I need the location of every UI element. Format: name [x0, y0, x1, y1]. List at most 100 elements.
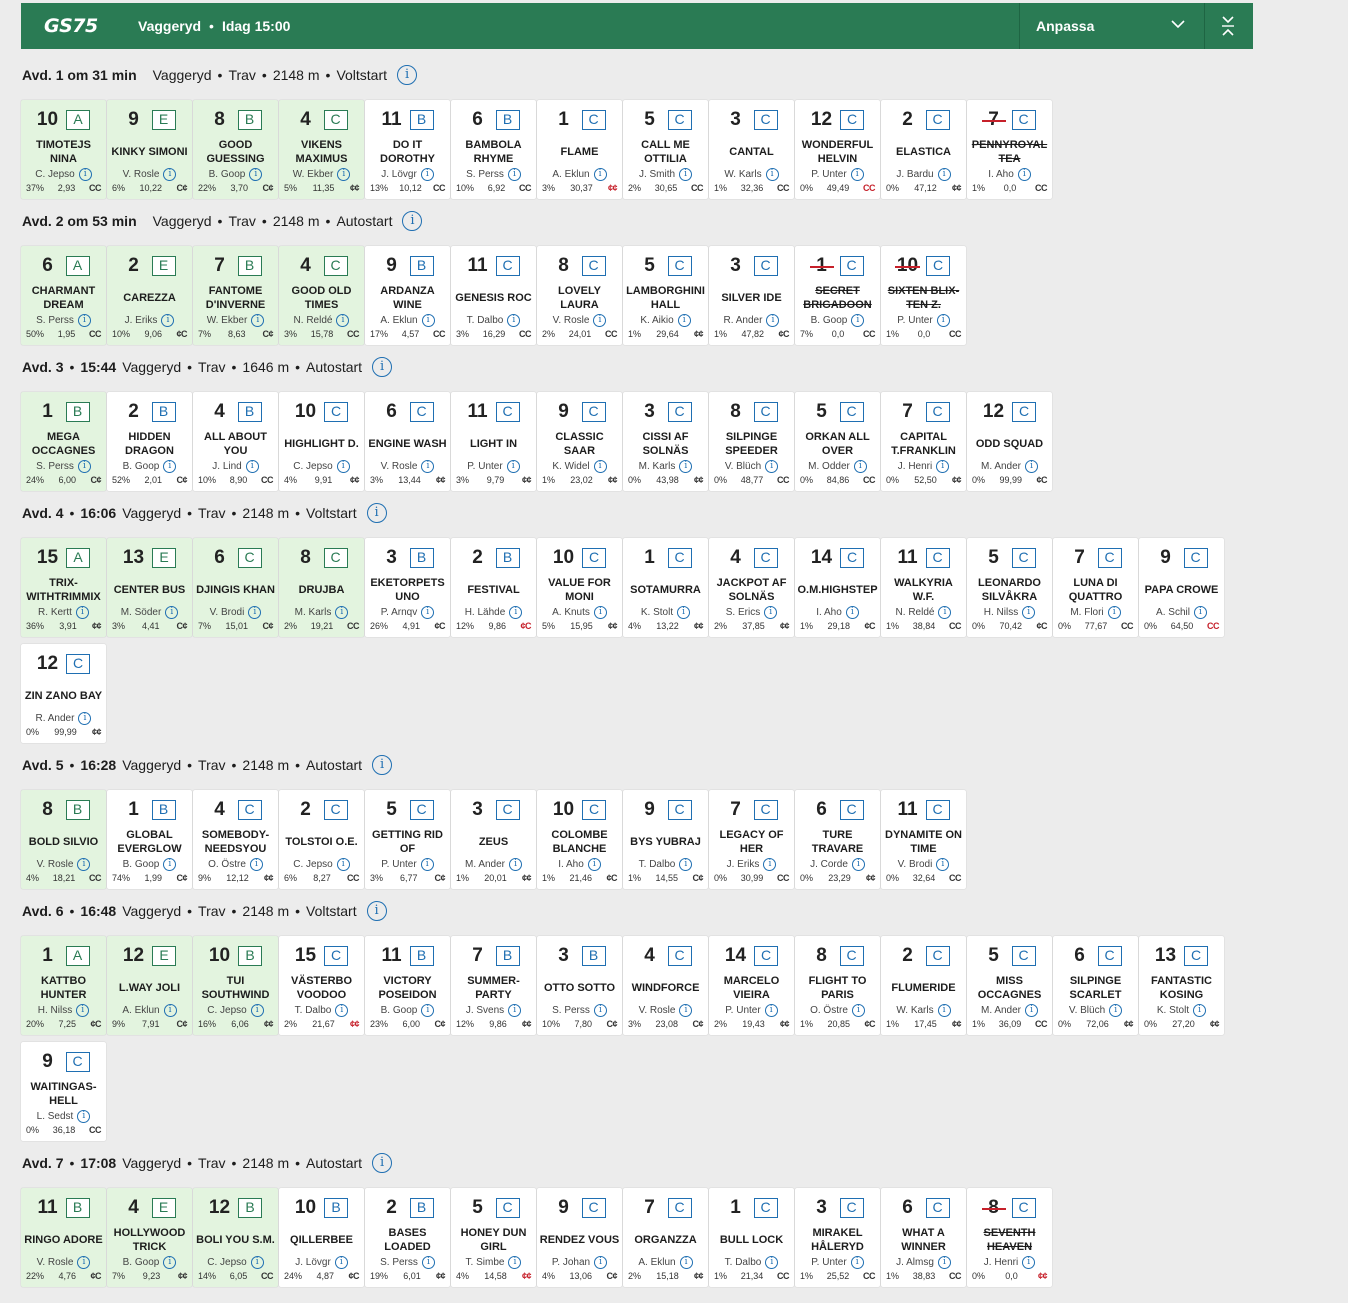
info-icon[interactable]: i — [251, 313, 265, 327]
horse-card[interactable]: 7 C ORGANZZA A. Eklun i 2% 15,18 ¢¢ — [623, 1188, 708, 1287]
info-icon[interactable]: i — [249, 857, 263, 871]
info-icon[interactable]: i — [1022, 1255, 1036, 1269]
info-icon[interactable]: i — [509, 857, 523, 871]
horse-card[interactable]: 6 A CHARMANT DREAM S. Perss i 50% 1,95 CC — [21, 246, 106, 345]
info-icon[interactable]: i — [593, 1003, 607, 1017]
horse-card[interactable]: 2 C TOLSTOI O.E. C. Jepso i 6% 8,27 CC — [279, 790, 364, 889]
info-icon[interactable]: i — [420, 167, 434, 181]
info-icon[interactable]: i — [677, 313, 691, 327]
horse-card[interactable]: 8 C FLIGHT TO PARIS O. Östre i 1% 20,85 ¢C — [795, 936, 880, 1035]
horse-card[interactable]: 11 B VICTORY POSEIDON B. Goop i 23% 6,00 C¢ — [365, 936, 450, 1035]
horse-card[interactable]: 7 C LEGACY OF HER J. Eriks i 0% 30,99 CC — [709, 790, 794, 889]
horse-card[interactable]: 3 B OTTO SOTTO S. Perss i 10% 7,80 C¢ — [537, 936, 622, 1035]
horse-card[interactable]: 1 C BULL LOCK T. Dalbo i 1% 21,34 CC — [709, 1188, 794, 1287]
horse-card[interactable]: 10 C VALUE FOR MONI A. Knuts i 5% 15,95 ¢¢ — [537, 538, 622, 637]
info-icon[interactable]: i — [75, 605, 89, 619]
info-icon[interactable]: i — [420, 857, 434, 871]
horse-card[interactable]: 4 C GOOD OLD TIMES N. Reldé i 3% 15,78 CC — [279, 246, 364, 345]
horse-card[interactable]: 11 B RINGO ADORE V. Rosle i 22% 4,76 ¢C — [21, 1188, 106, 1287]
horse-card[interactable]: 4 C JACKPOT AF SOLNÄS S. Erics i 2% 37,85 ¢¢ — [709, 538, 794, 637]
info-icon[interactable]: i — [845, 605, 859, 619]
horse-card[interactable]: 7 B SUMMER-PARTY J. Svens i 12% 9,86 ¢¢ — [451, 936, 536, 1035]
horse-card[interactable]: 9 B ARDANZA WINE A. Eklun i 17% 4,57 CC — [365, 246, 450, 345]
horse-card[interactable]: 1 C SECRET BRIGADOON B. Goop i 7% 0,0 CC — [795, 246, 880, 345]
info-icon[interactable]: i — [77, 1255, 91, 1269]
info-icon[interactable]: i — [163, 167, 177, 181]
horse-card[interactable]: 5 C LEONARDO SILVÅKRA H. Nilss i 0% 70,42 ¢C — [967, 538, 1052, 637]
info-icon[interactable]: i — [936, 459, 950, 473]
horse-card[interactable]: 6 C DJINGIS KHAN V. Brodi i 7% 15,01 C¢ — [193, 538, 278, 637]
horse-card[interactable]: 12 C ODD SQUAD M. Ander i 0% 99,99 ¢C — [967, 392, 1052, 491]
info-icon[interactable]: i — [509, 605, 523, 619]
horse-card[interactable]: 9 C CLASSIC SAAR K. Widel i 1% 23,02 ¢¢ — [537, 392, 622, 491]
horse-card[interactable]: 9 C BYS YUBRAJ T. Dalbo i 1% 14,55 C¢ — [623, 790, 708, 889]
horse-card[interactable]: 2 E CAREZZA J. Eriks i 10% 9,06 ¢C — [107, 246, 192, 345]
info-icon[interactable]: i — [938, 605, 952, 619]
horse-card[interactable]: 11 C GENESIS ROC T. Dalbo i 3% 16,29 CC — [451, 246, 536, 345]
info-icon[interactable]: i — [421, 1003, 435, 1017]
horse-card[interactable]: 6 B BAMBOLA RHYME S. Perss i 10% 6,92 CC — [451, 100, 536, 199]
info-icon[interactable]: i — [508, 1255, 522, 1269]
info-icon[interactable]: i — [764, 1003, 778, 1017]
info-icon[interactable]: i — [366, 503, 387, 523]
info-icon[interactable]: i — [336, 857, 350, 871]
info-icon[interactable]: i — [1025, 1003, 1039, 1017]
horse-card[interactable]: 11 C LIGHT IN P. Unter i 3% 9,79 ¢¢ — [451, 392, 536, 491]
horse-card[interactable]: 3 C ZEUS M. Ander i 1% 20,01 ¢¢ — [451, 790, 536, 889]
horse-card[interactable]: 9 C WAITINGAS-HELL L. Sedst i 0% 36,18 CC — [21, 1042, 106, 1141]
info-icon[interactable]: i — [593, 313, 607, 327]
info-icon[interactable]: i — [336, 313, 350, 327]
info-icon[interactable]: i — [165, 605, 179, 619]
horse-card[interactable]: 12 E L.WAY JOLI A. Eklun i 9% 7,91 C¢ — [107, 936, 192, 1035]
horse-card[interactable]: 3 B EKETORPETS UNO P. Arnqv i 26% 4,91 ¢C — [365, 538, 450, 637]
horse-card[interactable]: 13 E CENTER BUS M. Söder i 3% 4,41 C¢ — [107, 538, 192, 637]
info-icon[interactable]: i — [336, 459, 350, 473]
info-icon[interactable]: i — [366, 901, 387, 921]
horse-card[interactable]: 8 B GOOD GUESSING B. Goop i 22% 3,70 C¢ — [193, 100, 278, 199]
info-icon[interactable]: i — [594, 1255, 608, 1269]
info-icon[interactable]: i — [337, 167, 351, 181]
horse-card[interactable]: 14 C MARCELO VIEIRA P. Unter i 2% 19,43 ¢¢ — [709, 936, 794, 1035]
horse-card[interactable]: 2 B HIDDEN DRAGON B. Goop i 52% 2,01 C¢ — [107, 392, 192, 491]
horse-card[interactable]: 10 C SIXTEN BLIX-TEN Z. P. Unter i 1% 0,0 CC — [881, 246, 966, 345]
horse-card[interactable]: 12 C WONDERFUL HELVIN P. Unter i 0% 49,49 CC — [795, 100, 880, 199]
horse-card[interactable]: 10 B QILLERBEE J. Lövgr i 24% 4,87 ¢C — [279, 1188, 364, 1287]
info-icon[interactable]: i — [677, 605, 691, 619]
info-icon[interactable]: i — [402, 211, 423, 231]
info-icon[interactable]: i — [679, 857, 693, 871]
info-icon[interactable]: i — [936, 857, 950, 871]
horse-card[interactable]: 12 C ZIN ZANO BAY R. Ander i 0% 99,99 ¢¢ — [21, 644, 106, 743]
horse-card[interactable]: 5 C CALL ME OTTILIA J. Smith i 2% 30,65 CC — [623, 100, 708, 199]
info-icon[interactable]: i — [421, 459, 435, 473]
info-icon[interactable]: i — [421, 313, 435, 327]
info-icon[interactable]: i — [851, 1003, 865, 1017]
info-icon[interactable]: i — [937, 1255, 951, 1269]
info-icon[interactable]: i — [593, 459, 607, 473]
horse-card[interactable]: 5 C HONEY DUN GIRL T. Simbe i 4% 14,58 ¢¢ — [451, 1188, 536, 1287]
info-icon[interactable]: i — [163, 1003, 177, 1017]
horse-card[interactable]: 4 C VIKENS MAXIMUS W. Ekber i 5% 11,35 ¢¢ — [279, 100, 364, 199]
horse-card[interactable]: 2 B BASES LOADED S. Perss i 19% 6,01 ¢¢ — [365, 1188, 450, 1287]
info-icon[interactable]: i — [764, 605, 778, 619]
horse-card[interactable]: 7 B FANTOME D'INVERNE W. Ekber i 7% 8,63 C¢ — [193, 246, 278, 345]
info-icon[interactable]: i — [372, 755, 393, 775]
info-icon[interactable]: i — [851, 857, 865, 871]
horse-card[interactable]: 7 C LUNA DI QUATTRO M. Flori i 0% 77,67 CC — [1053, 538, 1138, 637]
horse-card[interactable]: 8 C DRUJBA M. Karls i 2% 19,21 CC — [279, 538, 364, 637]
info-icon[interactable]: i — [937, 167, 951, 181]
info-icon[interactable]: i — [372, 1153, 393, 1173]
info-icon[interactable]: i — [161, 313, 175, 327]
info-icon[interactable]: i — [593, 605, 607, 619]
info-icon[interactable]: i — [765, 167, 779, 181]
horse-card[interactable]: 9 C RENDEZ VOUS P. Johan i 4% 13,06 C¢ — [537, 1188, 622, 1287]
horse-card[interactable]: 1 B MEGA OCCAGNES S. Perss i 24% 6,00 C¢ — [21, 392, 106, 491]
horse-card[interactable]: 15 C VÄSTERBO VOODOO T. Dalbo i 2% 21,67 ¢¢ — [279, 936, 364, 1035]
horse-card[interactable]: 15 A TRIX-WITHTRIMMIX R. Kertt i 36% 3,91 ¢¢ — [21, 538, 106, 637]
horse-card[interactable]: 11 C DYNAMITE ON TIME V. Brodi i 0% 32,64 CC — [881, 790, 966, 889]
collapse-icon[interactable] — [1219, 15, 1237, 37]
horse-card[interactable]: 5 C ORKAN ALL OVER M. Odder i 0% 84,86 CC — [795, 392, 880, 491]
horse-card[interactable]: 4 B ALL ABOUT YOU J. Lind i 10% 8,90 CC — [193, 392, 278, 491]
info-icon[interactable]: i — [249, 167, 263, 181]
horse-card[interactable]: 5 C MISS OCCAGNES M. Ander i 1% 36,09 CC — [967, 936, 1052, 1035]
info-icon[interactable]: i — [76, 1003, 90, 1017]
